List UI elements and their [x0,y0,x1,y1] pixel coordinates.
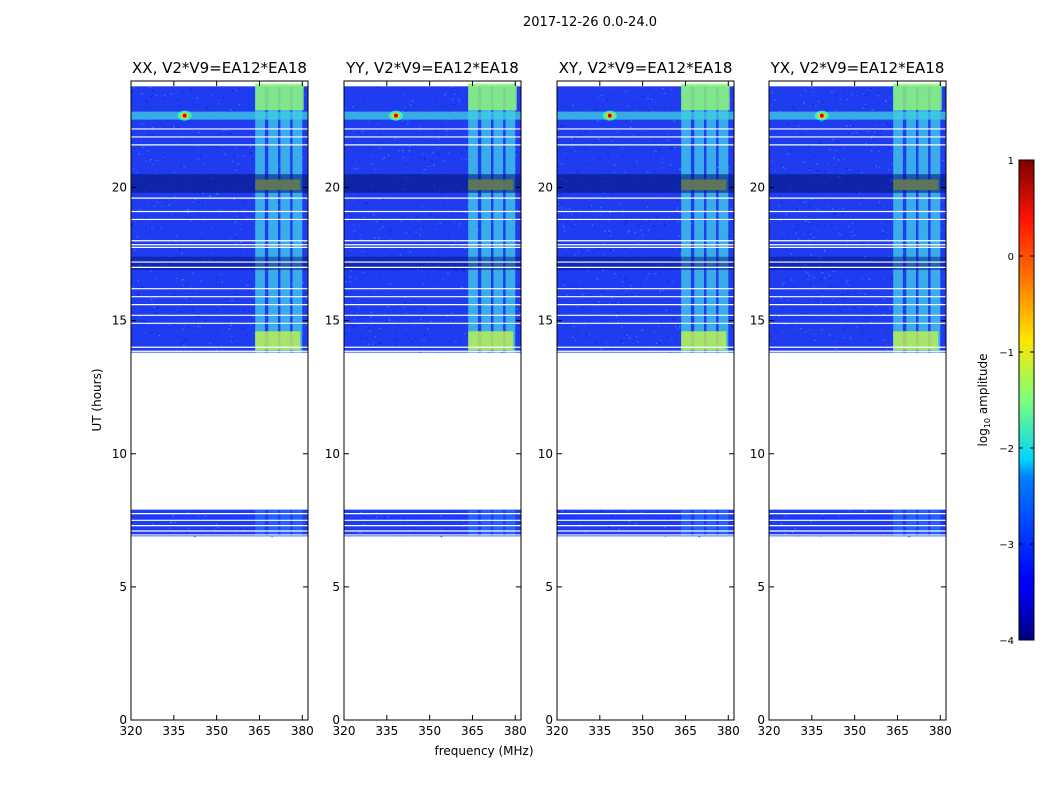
rfi-column [694,509,704,537]
y-tick-label: 15 [112,314,127,328]
rfi-column [681,509,691,537]
panel-title: XX, V2*V9=EA12*EA18 [132,59,307,77]
rfi-column [918,509,929,537]
waterfall-image [769,83,946,538]
rfi-column [292,509,303,537]
rfi-column [706,509,717,537]
colorbar-ticks: 1 0 −1 −2 −3 −4 [999,156,1034,647]
colorbar-label: log10 amplitude [976,354,992,447]
y-tick-label: 15 [538,314,553,328]
panels: XX, V2*V9=EA12*EA18 320 335 350 365 380 0 5 10 15… [112,59,952,738]
y-tick-label: 20 [112,181,127,195]
source-spot [607,113,612,118]
y-tick-label: 10 [325,447,340,461]
waterfall-image [344,83,521,538]
y-tick-label: 0 [757,713,765,727]
rfi-column [906,509,916,537]
y-axis-label: UT (hours) [90,368,104,431]
y-tick-label: 5 [119,580,127,594]
source-spot [182,113,187,118]
y-tick-label: 20 [325,181,340,195]
panel-frame [556,80,735,721]
y-tick-label: 5 [757,580,765,594]
panel-frame [130,80,309,721]
y-tick-label: 10 [538,447,553,461]
rfi-column [468,509,478,537]
x-tick-label: 320 [333,724,356,738]
colorbar-tick-label: −1 [999,348,1014,359]
colorbar-tick-label: −4 [999,636,1014,647]
x-tick-label: 335 [800,724,823,738]
x-tick-label: 350 [205,724,228,738]
rfi-column [718,509,729,537]
panel-frame [343,80,522,721]
x-tick-label: 350 [843,724,866,738]
y-tick-label: 5 [545,580,553,594]
colorbar: 1 0 −1 −2 −3 −4 log10 amplitude [976,156,1035,647]
y-tick-label: 10 [112,447,127,461]
y-tick-label: 0 [545,713,553,727]
panel-2: YY, V2*V9=EA12*EA18 320 335 350 365 380 0 5 10 15… [325,59,527,738]
rfi-column [280,509,291,537]
colorbar-tick-label: −2 [999,444,1014,455]
rfi-column [893,509,903,537]
colorbar-tick-label: −3 [999,540,1014,551]
panel-frame [768,80,947,721]
x-tick-label: 365 [248,724,271,738]
y-tick-label: 15 [325,314,340,328]
x-tick-label: 335 [588,724,611,738]
panel-1: XX, V2*V9=EA12*EA18 320 335 350 365 380 0 5 10 15… [112,59,314,738]
x-tick-label: 335 [162,724,185,738]
y-tick-label: 15 [750,314,765,328]
rfi-column [505,509,516,537]
panel-title: YX, V2*V9=EA12*EA18 [770,59,945,77]
rfi-column [493,509,504,537]
y-tick-label: 5 [332,580,340,594]
panel-title: XY, V2*V9=EA12*EA18 [559,59,733,77]
x-tick-label: 380 [717,724,740,738]
x-tick-label: 335 [375,724,398,738]
y-tick-label: 0 [119,713,127,727]
panel-3: XY, V2*V9=EA12*EA18 320 335 350 365 380 0 5 10 15… [538,59,740,738]
x-tick-label: 380 [504,724,527,738]
x-tick-label: 380 [929,724,952,738]
x-tick-label: 320 [120,724,143,738]
rfi-column [481,509,491,537]
source-spot [819,113,824,118]
y-tick-label: 10 [750,447,765,461]
waterfall-image [557,83,734,538]
rfi-column [255,509,265,537]
panel-title: YY, V2*V9=EA12*EA18 [345,59,519,77]
x-axis-label: frequency (MHz) [434,744,533,758]
rfi-column [268,509,278,537]
waterfall-image [131,83,308,538]
colorbar-tick-label: 0 [1008,252,1014,263]
panel-4: YX, V2*V9=EA12*EA18 320 335 350 365 380 0 5 10 15… [750,59,952,738]
x-tick-label: 320 [546,724,569,738]
rfi-column [930,509,941,537]
x-tick-label: 320 [758,724,781,738]
y-tick-label: 20 [538,181,553,195]
y-tick-label: 0 [332,713,340,727]
x-tick-label: 380 [291,724,314,738]
colorbar-tick-label: 1 [1008,156,1014,167]
figure-title: 2017-12-26 0.0-24.0 [523,15,657,30]
x-tick-label: 365 [461,724,484,738]
y-tick-label: 20 [750,181,765,195]
x-tick-label: 350 [418,724,441,738]
x-tick-label: 365 [886,724,909,738]
colorbar-gradient [1018,159,1035,641]
x-tick-label: 350 [631,724,654,738]
x-tick-label: 365 [674,724,697,738]
source-spot [393,113,398,118]
